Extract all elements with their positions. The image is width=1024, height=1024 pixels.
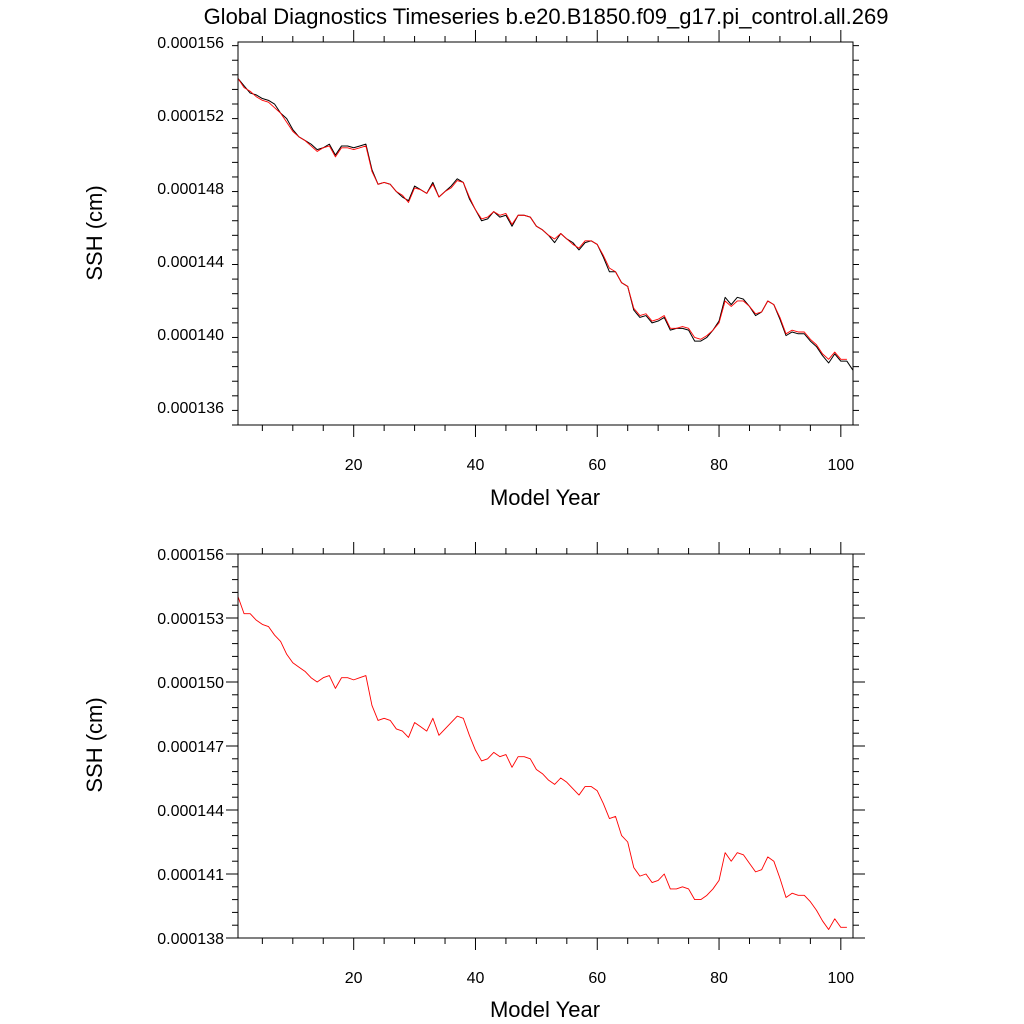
top-y-tick-label: 0.000152 [157,108,224,125]
top-y-tick-label: 0.000136 [157,400,224,417]
bottom-xlabel: Model Year [490,997,600,1022]
bottom-x-tick-label: 60 [588,970,606,987]
top-plot-frame [237,41,854,426]
bottom-x-tick-label: 40 [467,970,485,987]
bottom-y-tick-label: 0.000138 [157,931,224,948]
top-y-tick-label: 0.000144 [157,254,224,271]
bottom-y-tick-label: 0.000156 [157,547,224,564]
bottom-x-tick-label: 80 [710,970,728,987]
bottom-y-tick-label: 0.000150 [157,675,224,692]
bottom-y-tick-label: 0.000153 [157,611,224,628]
top-y-tick-label: 0.000148 [157,181,224,198]
top-ylabel: SSH (cm) [82,185,107,280]
top-x-tick-label: 20 [345,457,363,474]
bottom-ylabel: SSH (cm) [82,697,107,792]
top-x-tick-label: 60 [588,457,606,474]
bottom-plot-frame [237,553,854,939]
bottom-x-tick-label: 20 [345,970,363,987]
top-y-tick-label: 0.000156 [157,35,224,52]
top-y-tick-label: 0.000140 [157,327,224,344]
bottom-y-tick-label: 0.000147 [157,739,224,756]
top-monthly-series-line [238,78,853,371]
top-xlabel: Model Year [490,485,600,510]
top-x-tick-label: 100 [827,457,854,474]
top-annual-series-line [238,78,847,360]
figure-title: Global Diagnostics Timeseries b.e20.B185… [204,4,889,29]
bottom-y-tick-label: 0.000141 [157,867,224,884]
bottom-y-tick-label: 0.000144 [157,803,224,820]
bottom-panel: SSH (cm) Model Year 20 40 60 80 100 0.000138 0… [82,542,865,1022]
top-panel: SSH (cm) Model Year 20 40 60 80 100 0.000136 0… [82,30,859,510]
top-x-tick-label: 80 [710,457,728,474]
bottom-annual-series-line [238,596,847,930]
bottom-x-tick-label: 100 [827,970,854,987]
top-x-tick-label: 40 [467,457,485,474]
